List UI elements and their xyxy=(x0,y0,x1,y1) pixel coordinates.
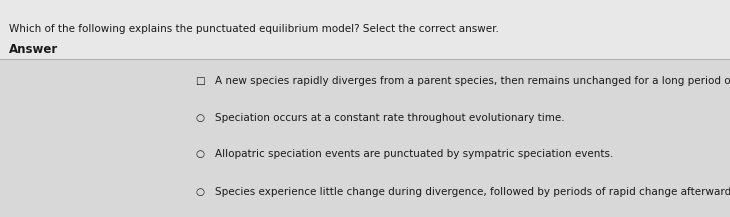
Text: Species experience little change during divergence, followed by periods of rapid: Species experience little change during … xyxy=(215,187,730,197)
Text: Allopatric speciation events are punctuated by sympatric speciation events.: Allopatric speciation events are punctua… xyxy=(215,149,614,159)
Text: Speciation occurs at a constant rate throughout evolutionary time.: Speciation occurs at a constant rate thr… xyxy=(215,113,565,123)
Text: Which of the following explains the punctuated equilibrium model? Select the cor: Which of the following explains the punc… xyxy=(9,24,499,34)
Text: ○: ○ xyxy=(196,187,204,197)
Text: □: □ xyxy=(195,76,204,86)
Bar xyxy=(0,0,730,59)
Text: ○: ○ xyxy=(196,113,204,123)
Bar xyxy=(0,59,730,217)
Text: Answer: Answer xyxy=(9,43,58,56)
Text: A new species rapidly diverges from a parent species, then remains unchanged for: A new species rapidly diverges from a pa… xyxy=(215,76,730,86)
Text: ○: ○ xyxy=(196,149,204,159)
